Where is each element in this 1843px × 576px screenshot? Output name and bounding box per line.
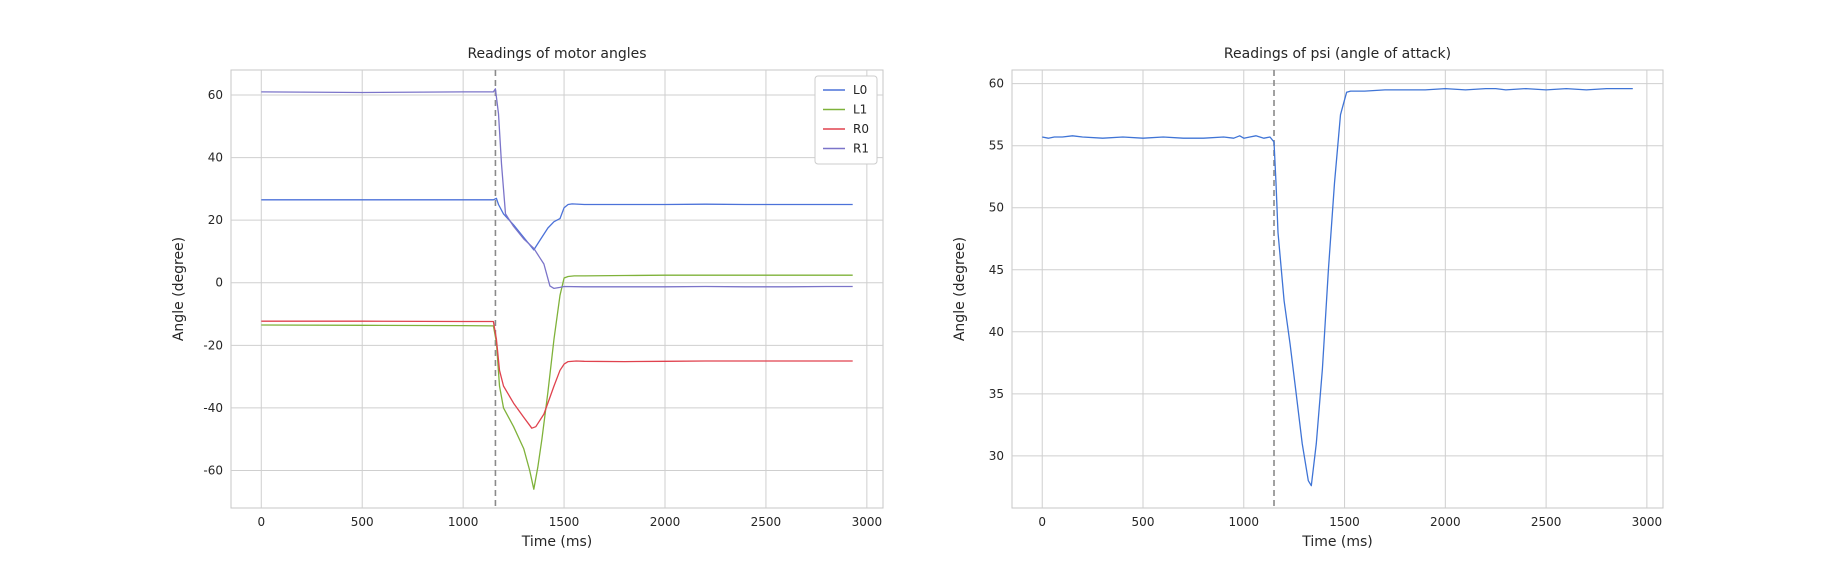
y-tick-label: 60 [989,77,1004,91]
y-tick-label: 50 [989,201,1004,215]
x-axis-label: Time (ms) [521,534,593,550]
y-tick-label: 35 [989,387,1004,401]
chart-title: Readings of psi (angle of attack) [1224,46,1451,62]
x-tick-label: 500 [1132,515,1155,529]
y-tick-label: 55 [989,139,1004,153]
chart-motor-angles: 0 500 1000 1500 2000 2500 3000 -60 -40 -20 0 20 40 60… [171,46,884,550]
chart-psi: 0 500 1000 1500 2000 2500 3000 30 35 40 45 50 55 60 Re… [952,46,1664,550]
y-tick-label: -40 [203,401,223,415]
x-tick-label: 2000 [650,515,681,529]
x-axis-label: Time (ms) [1301,534,1373,550]
y-tick-label: 40 [208,151,223,165]
x-tick-label: 2000 [1430,515,1461,529]
x-tick-label: 1500 [1329,515,1360,529]
y-tick-label: 20 [208,213,223,227]
series-line-R1 [261,88,853,290]
y-tick-label: 45 [989,263,1004,277]
plot-area [230,69,884,509]
legend-label: R1 [853,142,869,156]
legend-box [814,75,878,165]
y-tick-label: -20 [203,338,223,352]
series-line-R0 [261,320,853,429]
y-tick-label: 60 [208,88,223,102]
legend: L0 L1 R0 R1 [814,75,878,165]
x-tick-label: 3000 [852,515,883,529]
y-axis-label: Angle (degree) [952,237,968,341]
x-tick-label: 1000 [448,515,479,529]
chart-title: Readings of motor angles [467,46,646,62]
x-tick-label: 0 [1038,515,1046,529]
grid [1012,70,1663,508]
y-tick-label: -60 [203,463,223,477]
y-tick-label: 0 [215,276,223,290]
x-tick-label: 3000 [1632,515,1663,529]
series-line-L1 [261,274,853,490]
y-tick-label: 40 [989,325,1004,339]
x-tick-label: 1500 [549,515,580,529]
legend-label: L1 [853,103,867,117]
grid [231,70,883,508]
y-axis-label: Angle (degree) [171,237,187,341]
series-line-L0 [261,197,853,251]
x-tick-label: 2500 [1531,515,1562,529]
x-tick-label: 0 [257,515,265,529]
plot-area [1011,69,1664,509]
x-tick-label: 2500 [751,515,782,529]
x-tick-label: 1000 [1229,515,1260,529]
x-tick-label: 500 [351,515,374,529]
legend-label: R0 [853,122,869,136]
legend-label: L0 [853,83,867,97]
y-tick-label: 30 [989,449,1004,463]
series-line-psi [1042,87,1633,487]
